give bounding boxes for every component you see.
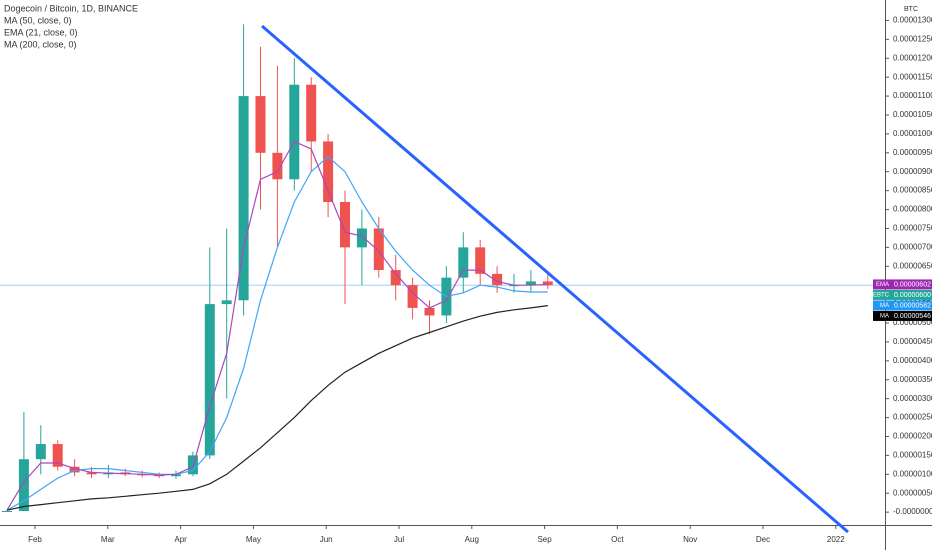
candle-body <box>35 444 46 460</box>
candle-body <box>86 472 97 475</box>
candle-body <box>407 285 418 308</box>
y-tick-label: 0.00000400 <box>893 356 932 365</box>
indicator-line <box>6 155 548 511</box>
x-tick-label: Mar <box>101 535 115 544</box>
y-tick-label: 0.00000350 <box>893 375 932 384</box>
candle-body <box>238 96 249 301</box>
trend-line <box>261 24 849 534</box>
price-label-box <box>873 279 932 290</box>
candle-body <box>390 270 401 286</box>
y-tick-label: 0.00000850 <box>893 186 932 195</box>
candle-body <box>204 304 215 456</box>
y-tick-label: 0.00001000 <box>893 129 932 138</box>
x-tick-label: 2022 <box>827 535 845 544</box>
y-tick-label: 0.00000800 <box>893 205 932 214</box>
y-tick-label: 0.00000250 <box>893 413 932 422</box>
y-tick-label: 0.00001300 <box>893 16 932 25</box>
candle-body <box>52 444 63 467</box>
y-tick-label: 0.00000500 <box>893 318 932 327</box>
y-tick-label: 0.00000300 <box>893 394 932 403</box>
candle-body <box>525 281 536 286</box>
candle-body <box>475 247 486 274</box>
price-label-name: DOGEBTC <box>859 293 889 299</box>
price-label-box <box>873 289 932 300</box>
x-tick-label: Sep <box>537 535 552 544</box>
y-tick-label: 0.00000200 <box>893 432 932 441</box>
indicator-line <box>6 140 548 511</box>
x-tick-label: May <box>246 535 261 544</box>
candle-body <box>323 141 334 202</box>
price-label-value: 0.00000600 <box>894 292 931 299</box>
x-tick-label: Dec <box>756 535 770 544</box>
y-tick-label: 0.00000450 <box>893 337 932 346</box>
x-tick-label: Feb <box>28 535 42 544</box>
chart-title: Dogecoin / Bitcoin, 1D, BINANCE <box>4 3 138 13</box>
candle-body <box>221 300 232 305</box>
y-tick-label: 0.00000650 <box>893 261 932 270</box>
price-label-box <box>873 310 932 321</box>
legend-entry: MA (50, close, 0) <box>4 15 72 25</box>
y-tick-label: 0.00001100 <box>893 91 932 100</box>
candle-body <box>424 307 435 316</box>
y-tick-label: 0.00000050 <box>893 488 932 497</box>
y-tick-label: 0.00001200 <box>893 53 932 62</box>
indicator-line <box>6 305 548 511</box>
candle-body <box>171 474 181 477</box>
candle-body <box>255 96 266 153</box>
candle-body <box>69 466 80 473</box>
x-tick-label: Apr <box>174 535 187 544</box>
candle-body <box>340 201 350 248</box>
y-tick-label: 0.00001250 <box>893 34 932 43</box>
price-label-value: 0.00000582 <box>894 302 931 309</box>
candle-body <box>289 84 300 180</box>
y-tick-label: 0.00000950 <box>893 148 932 157</box>
candle-body <box>18 459 29 512</box>
price-label-name: MA <box>880 314 889 320</box>
candle-body <box>356 228 367 248</box>
legend-entry: EMA (21, close, 0) <box>4 27 78 37</box>
y-tick-label: 0.00000900 <box>893 167 932 176</box>
price-label-box <box>873 300 932 311</box>
x-tick-label: Oct <box>611 535 624 544</box>
y-tick-label: 0.00000150 <box>893 451 932 460</box>
y-tick-label: 0.00001150 <box>893 72 932 81</box>
price-label-value: 0.00000546 <box>894 313 931 320</box>
y-tick-label: 0.00001050 <box>893 110 932 119</box>
candle-body <box>542 281 553 286</box>
candle-body <box>492 273 503 286</box>
candle-body <box>272 152 283 180</box>
y-tick-label: 0.00000100 <box>893 469 932 478</box>
candle-body <box>2 511 12 513</box>
y-tick-label: 0.00000700 <box>893 242 932 251</box>
axis-unit: BTC <box>904 6 918 13</box>
candle-body <box>373 228 384 271</box>
x-tick-label: Nov <box>683 535 697 544</box>
x-tick-label: Jun <box>320 535 333 544</box>
price-label-name: EMA <box>876 282 889 288</box>
x-tick-label: Jul <box>394 535 404 544</box>
y-tick-label: 0.00000750 <box>893 224 932 233</box>
legend-entry: MA (200, close, 0) <box>4 39 77 49</box>
x-tick-label: Aug <box>465 535 479 544</box>
price-label-value: 0.00000602 <box>894 281 931 288</box>
price-label-name: MA <box>880 303 889 309</box>
candle-body <box>458 247 469 278</box>
candle-body <box>306 84 317 142</box>
